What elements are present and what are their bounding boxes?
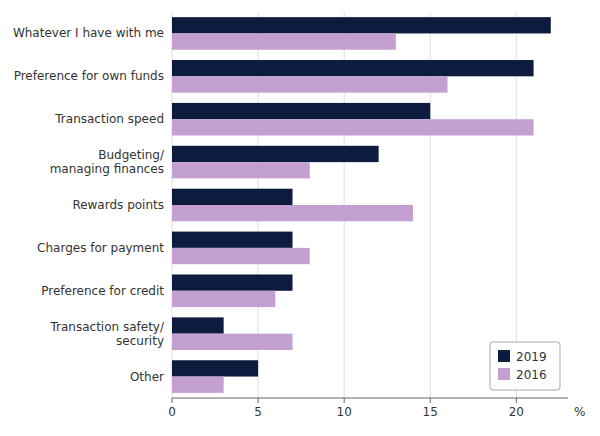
axis-label: % [574, 405, 585, 419]
tick-label: 20 [509, 405, 524, 419]
tick-mark [344, 398, 345, 403]
x-axis: 0 5 10 15 20 [168, 398, 568, 419]
y-axis: Whatever I have with me Preference for ow… [13, 26, 165, 383]
bar [172, 33, 396, 49]
category-label: Transaction speed [54, 112, 164, 126]
tick-mark [516, 398, 517, 403]
bar [172, 334, 293, 350]
tick-label: 10 [337, 405, 352, 419]
bar [172, 146, 379, 162]
bar [172, 162, 310, 178]
category-label: Charges for payment [37, 241, 164, 255]
tick-label: 0 [168, 405, 176, 419]
legend-swatch [498, 350, 510, 362]
legend-label: 2016 [516, 368, 547, 382]
bar [172, 189, 293, 205]
bar [172, 377, 224, 393]
tick-label: 5 [254, 405, 262, 419]
category-label: Preference for credit [41, 284, 164, 298]
bars [172, 17, 551, 393]
legend: 2019 2016 [490, 342, 560, 390]
legend-swatch [498, 368, 510, 380]
bar [172, 248, 310, 264]
bar [172, 60, 534, 76]
category-label: Other [130, 370, 164, 384]
bar [172, 205, 413, 221]
bar [172, 119, 534, 135]
category-label: Budgeting/managing finances [50, 148, 165, 176]
category-label: Transaction safety/security [49, 320, 164, 348]
bar [172, 76, 447, 92]
bar [172, 274, 293, 290]
bar [172, 103, 430, 119]
tick-mark [430, 398, 431, 403]
bar [172, 232, 293, 248]
tick-label: 15 [423, 405, 438, 419]
category-label: Rewards points [72, 198, 164, 212]
bar [172, 17, 551, 33]
category-label: Whatever I have with me [13, 26, 164, 40]
category-label: Preference for own funds [14, 69, 164, 83]
tick-mark [258, 398, 259, 403]
chart: 0 5 10 15 20% Whatever I have with me Preferen… [0, 0, 600, 436]
axis-line [172, 398, 568, 399]
legend-label: 2019 [516, 350, 547, 364]
tick-mark [172, 398, 173, 403]
bar [172, 317, 224, 333]
bar [172, 291, 275, 307]
legend-box [490, 342, 560, 390]
bar [172, 360, 258, 376]
